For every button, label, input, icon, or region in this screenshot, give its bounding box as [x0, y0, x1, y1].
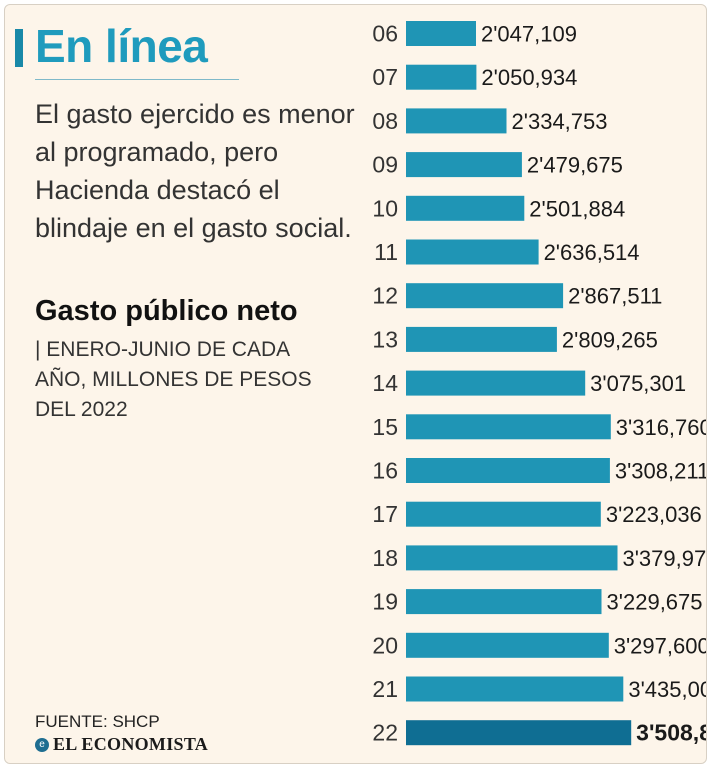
bar-13: [406, 326, 557, 352]
year-label-16: 16: [372, 458, 398, 484]
bar-20: [406, 632, 609, 658]
headline: En línea: [35, 20, 208, 72]
brand-mark-icon: e: [35, 737, 49, 752]
chart-title: Gasto público neto: [35, 295, 298, 327]
chart-subtitle: | ENERO-JUNIO DE CADA AÑO, MILLONES DE P…: [35, 338, 312, 421]
year-label-20: 20: [372, 632, 398, 658]
bar-10: [406, 195, 525, 221]
value-label-07: 2'050,934: [481, 65, 577, 90]
bar-07: [406, 64, 477, 90]
bar-14: [406, 370, 586, 396]
title-accent-bar: [15, 29, 23, 67]
value-label-09: 2'479,675: [527, 153, 623, 178]
bar-21: [406, 676, 624, 702]
year-label-19: 19: [372, 589, 398, 615]
intro-text: El gasto ejercido es menor al programado…: [35, 99, 355, 243]
value-label-14: 3'075,301: [590, 371, 686, 396]
year-label-10: 10: [372, 195, 398, 221]
value-label-15: 3'316,760: [616, 415, 706, 440]
value-label-21: 3'435,004: [628, 677, 706, 702]
bar-16: [406, 458, 610, 483]
source-note: FUENTE: SHCP: [35, 712, 160, 731]
year-label-15: 15: [372, 414, 398, 440]
value-label-11: 2'636,514: [544, 240, 640, 265]
bar-12: [406, 283, 564, 309]
year-label-11: 11: [374, 239, 398, 265]
year-label-21: 21: [372, 676, 398, 702]
brand-logo: e EL ECONOMISTA: [35, 734, 208, 755]
year-label-13: 13: [372, 326, 398, 352]
year-label-17: 17: [372, 501, 398, 527]
value-label-22: 3'508,802: [636, 720, 706, 746]
bar-19: [406, 589, 602, 615]
bar-06: [406, 21, 476, 46]
year-label-09: 09: [372, 152, 398, 178]
bar-08: [406, 108, 507, 134]
year-label-06: 06: [372, 21, 398, 47]
value-label-19: 3'229,675: [607, 590, 703, 615]
year-label-14: 14: [372, 370, 398, 396]
bar-11: [406, 239, 539, 265]
infographic-card: En línea El gasto ejercido es menor al p…: [4, 4, 707, 764]
value-label-18: 3'379,979: [623, 546, 706, 571]
value-label-20: 3'297,600: [614, 633, 706, 658]
bar-15: [406, 414, 611, 440]
year-label-12: 12: [372, 283, 398, 309]
year-label-22: 22: [372, 720, 398, 746]
year-label-18: 18: [372, 545, 398, 571]
value-label-17: 3'223,036: [606, 502, 702, 527]
bar-18: [406, 545, 618, 571]
value-label-13: 2'809,265: [562, 327, 658, 352]
year-label-07: 07: [372, 64, 398, 90]
headline-divider: [35, 79, 239, 80]
bar-chart: 06 2'047,109 07 2'050,934 08 2'334,753 09 2'479…: [372, 21, 706, 746]
bar-09: [406, 152, 522, 178]
bar-17: [406, 501, 601, 527]
value-label-10: 2'501,884: [529, 196, 625, 221]
brand-name: EL ECONOMISTA: [53, 734, 209, 754]
value-label-16: 3'308,211: [615, 459, 706, 484]
year-label-08: 08: [372, 108, 398, 134]
value-label-08: 2'334,753: [512, 109, 608, 134]
bar-22: [406, 720, 632, 746]
value-label-12: 2'867,511: [568, 284, 662, 309]
value-label-06: 2'047,109: [481, 22, 577, 47]
